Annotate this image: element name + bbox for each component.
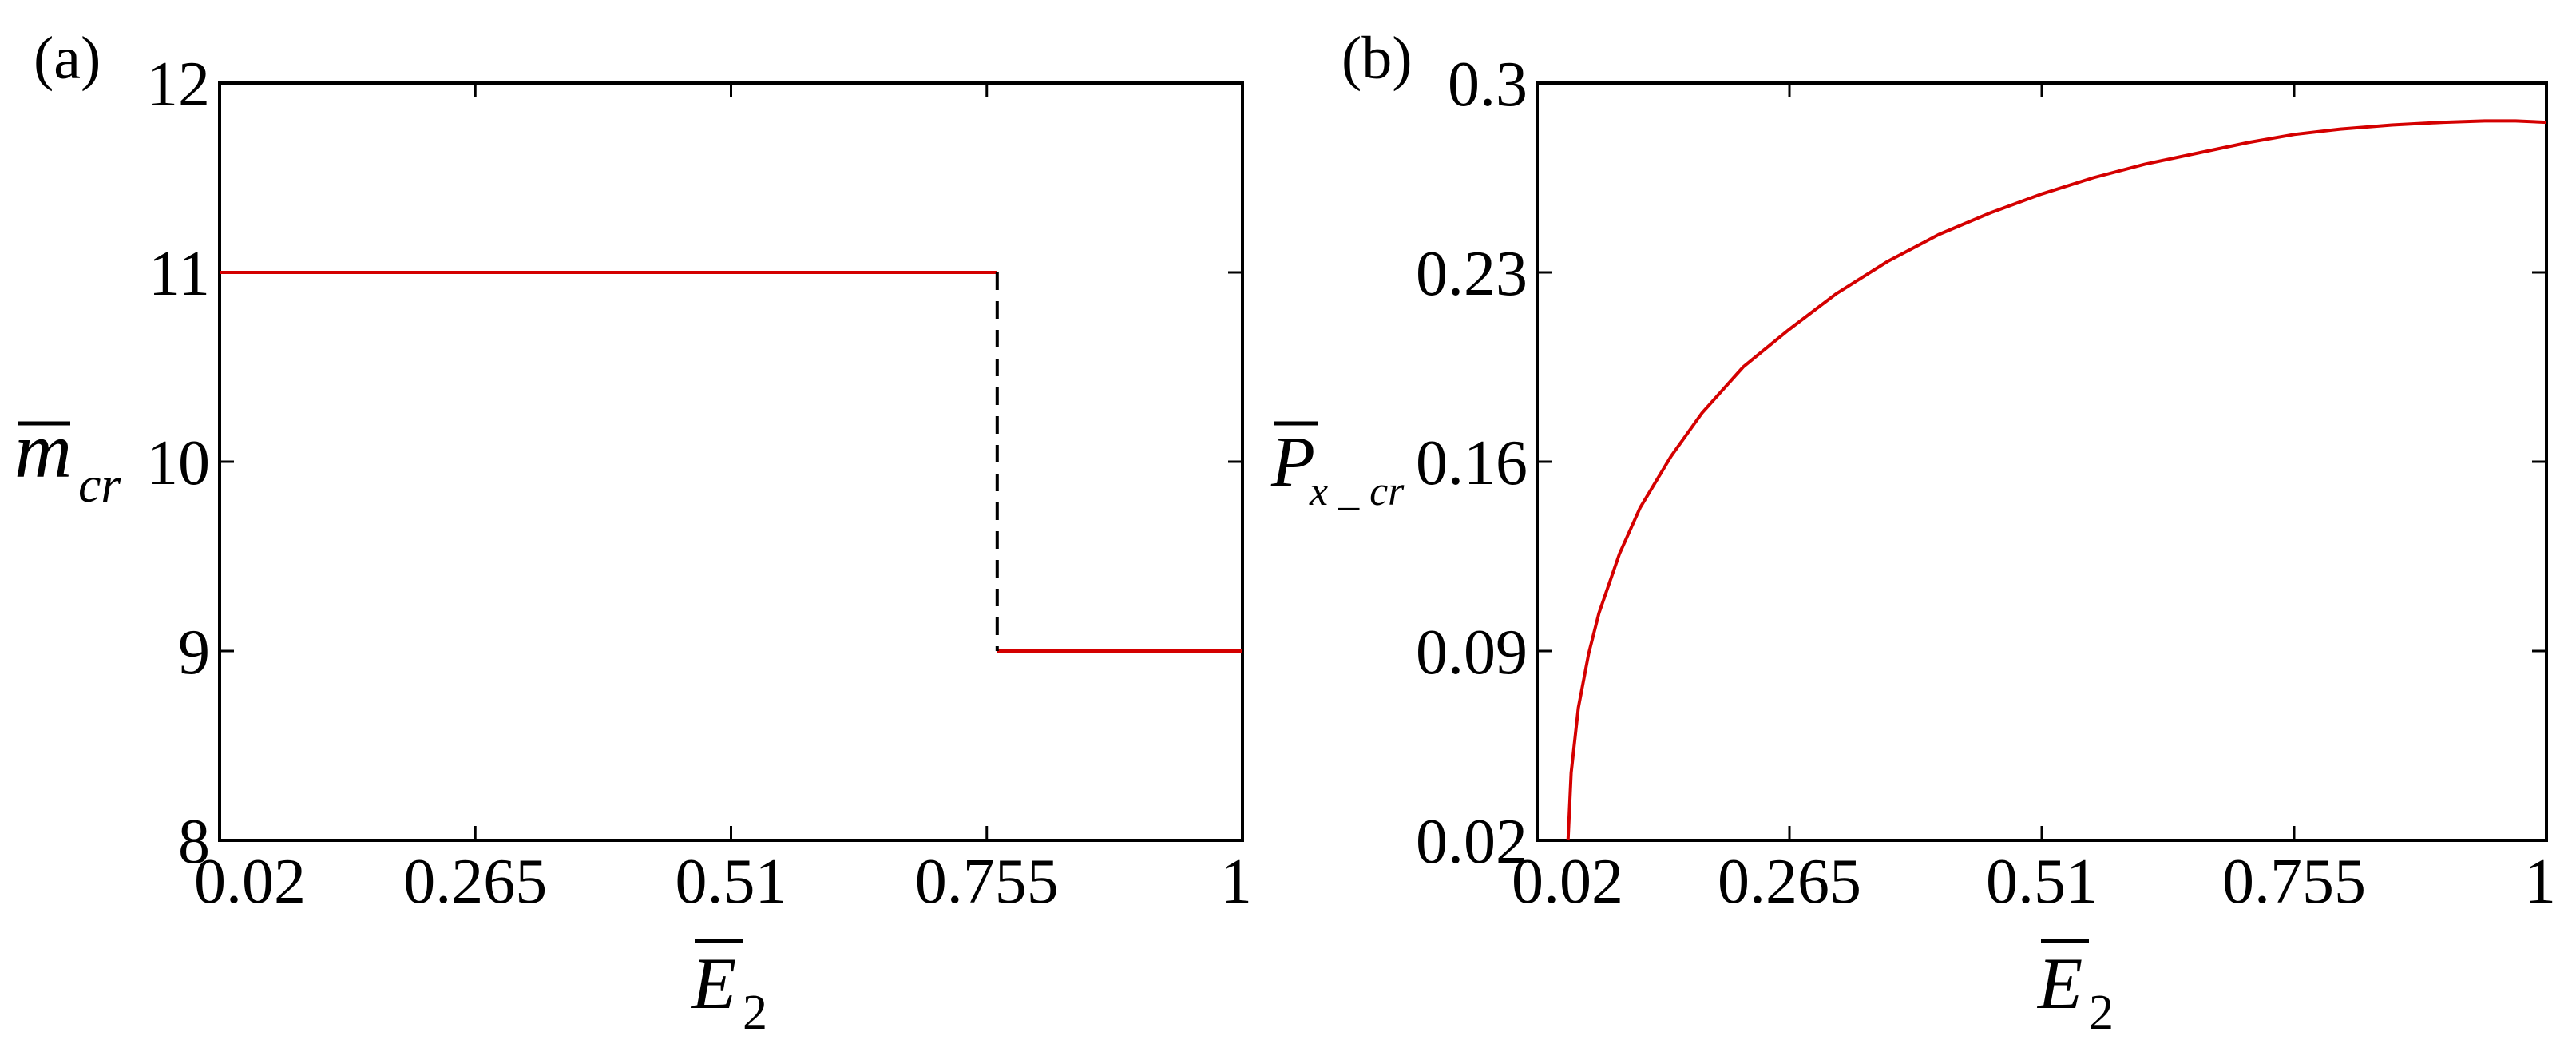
panel-a: (a) 0.02 0.265 0.51 0.755 1 8 9 10 11 12 m cr E 2 <box>14 25 1252 1040</box>
panel-a-ticks: 0.02 0.265 0.51 0.755 1 8 9 10 11 12 <box>146 50 1252 917</box>
panel-b-y-tick-label: 0.16 <box>1416 428 1528 498</box>
panel-a-x-tick-label: 0.265 <box>403 847 547 917</box>
panel-a-x-axis-label: E 2 <box>690 939 767 1040</box>
panel-b-x-tick-label: 0.51 <box>1986 847 2098 917</box>
panel-a-label: (a) <box>34 25 101 92</box>
panel-a-y-axis-label: m cr <box>14 406 121 513</box>
panel-b-x-axis-label: E 2 <box>2036 939 2114 1040</box>
panel-a-series <box>220 271 1242 653</box>
panel-a-y-tick-label: 12 <box>146 50 210 120</box>
panel-a-x-label-sub: 2 <box>743 986 767 1040</box>
panel-b-x-tick-label: 1 <box>2524 847 2556 917</box>
panel-a-plot-frame <box>218 81 1244 842</box>
panel-a-y-tick-label: 8 <box>178 807 210 877</box>
panel-b-y-tick-label: 0.02 <box>1416 807 1528 877</box>
panel-a-x-tick-label: 0.51 <box>676 847 787 917</box>
panel-b-plot-frame <box>1536 81 2548 842</box>
panel-b-y-axis-label: P x _ cr <box>1270 421 1405 514</box>
panel-b-y-tick-label: 0.09 <box>1416 617 1528 688</box>
panel-b-x-tick-label: 0.755 <box>2222 847 2366 917</box>
panel-a-x-tick-label: 1 <box>1220 847 1252 917</box>
panel-b-y-tick-label: 0.3 <box>1448 50 1528 120</box>
panel-b-x-tick-label: 0.02 <box>1512 847 1623 917</box>
panel-b-ticks: 0.02 0.265 0.51 0.755 1 0.02 0.09 0.16 0.23 0.3 <box>1416 50 2556 917</box>
panel-b-x-label-main: E <box>2036 943 2083 1024</box>
panel-a-x-tick-label: 0.755 <box>915 847 1059 917</box>
panel-b-y-tick-label: 0.23 <box>1416 239 1528 309</box>
panel-a-x-label-main: E <box>690 943 736 1024</box>
panel-b-y-label-main: P <box>1270 423 1315 502</box>
panel-a-y-tick-label: 11 <box>149 239 210 309</box>
panel-a-x-tick-label: 0.02 <box>194 847 306 917</box>
panel-b-label: (b) <box>1342 25 1413 92</box>
panel-a-y-label-sub: cr <box>78 456 121 513</box>
panel-b-x-label-sub: 2 <box>2089 986 2114 1040</box>
panel-b-series <box>1566 119 2547 841</box>
panel-a-y-tick-label: 9 <box>178 617 210 688</box>
panel-b-x-tick-label: 0.265 <box>1718 847 1861 917</box>
panel-b: (b) 0.02 0.265 0.51 0.755 10.020.090.160.230… <box>1270 25 2556 1040</box>
panel-a-y-label-main: m <box>14 406 72 494</box>
panel-a-y-tick-label: 10 <box>146 428 210 498</box>
panel-b-y-label-sub: x _ cr <box>1309 469 1405 514</box>
panel-b-series-0 <box>1566 119 2547 841</box>
